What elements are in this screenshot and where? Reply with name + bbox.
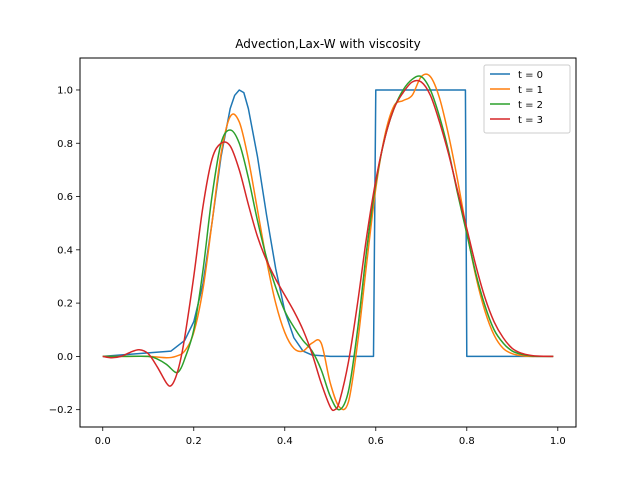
series-line-t3 [102, 79, 554, 412]
x-tick-label: 0.8 [459, 436, 475, 447]
legend-label: t = 3 [518, 115, 543, 126]
y-tick-label: 0.6 [57, 192, 73, 203]
legend: t = 0 t = 1 t = 2 t = 3 [483, 64, 571, 134]
x-tick-label: 0.0 [95, 436, 111, 447]
x-tick-label: 0.4 [277, 436, 293, 447]
legend-label: t = 0 [518, 70, 543, 81]
axes-layer: 0.0 0.2 0.4 0.6 0.8 1.0 −0.2 0.0 0.2 0.4 0.6 0.8 1.0 [49, 85, 566, 447]
y-tick-label: 0.2 [57, 299, 73, 310]
x-tick-label: 1.0 [550, 436, 566, 447]
y-tick-label: 0.8 [57, 139, 73, 150]
y-tick-label: 0.4 [57, 245, 73, 256]
chart-title: Advection,Lax-W with viscosity [235, 37, 420, 51]
y-tick-label: −0.2 [49, 405, 73, 416]
series-layer [102, 73, 554, 412]
plot-frame [79, 57, 577, 428]
x-tick-label: 0.2 [186, 436, 202, 447]
legend-label: t = 1 [518, 85, 543, 96]
legend-box [483, 64, 571, 134]
y-tick-label: 0.0 [57, 352, 73, 363]
legend-label: t = 2 [518, 100, 543, 111]
series-line-t2 [102, 75, 554, 411]
series-line-t1 [102, 73, 554, 411]
x-tick-label: 0.6 [368, 436, 384, 447]
y-tick-label: 1.0 [57, 85, 73, 96]
